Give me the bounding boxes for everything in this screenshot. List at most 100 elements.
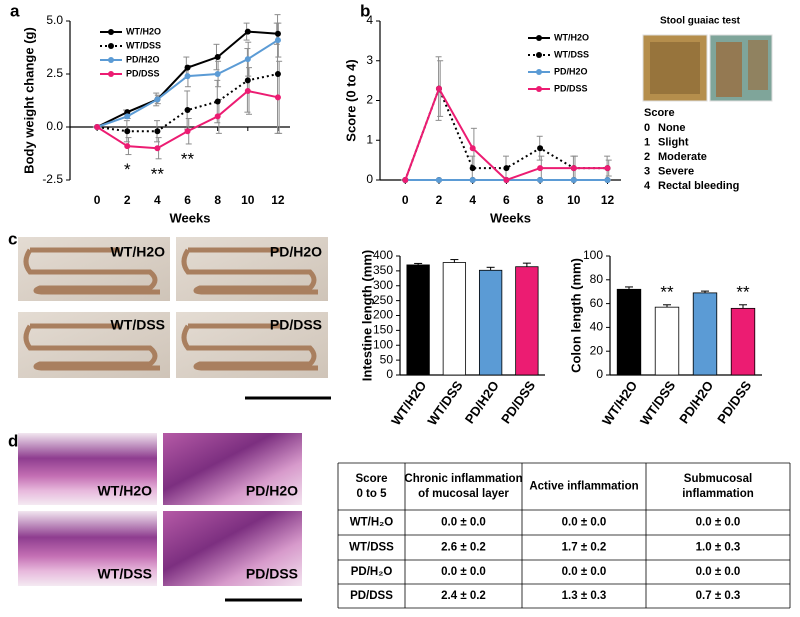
- table-cell: 1.0 ± 0.3: [696, 542, 741, 554]
- x-tick-label: 12: [601, 193, 615, 207]
- table-header: Submucosal: [684, 473, 752, 485]
- panel-label: b: [360, 1, 370, 20]
- y-tick-label: 350: [373, 263, 393, 277]
- x-tick-label: 8: [537, 193, 544, 207]
- x-tick-label: PD/H2O: [462, 378, 502, 426]
- data-point: [274, 37, 281, 44]
- table-header: Score: [356, 473, 388, 485]
- table-cell: 0.0 ± 0.0: [696, 517, 741, 529]
- data-point: [124, 128, 131, 135]
- table-cell: WT/H₂O: [350, 517, 393, 529]
- y-tick-label: 2: [366, 93, 373, 107]
- intestine: [181, 323, 318, 371]
- data-point: [124, 109, 131, 116]
- data-point: [537, 177, 544, 183]
- guaiac-stain: [650, 42, 700, 94]
- significance-mark: **: [660, 282, 674, 301]
- guaiac-score-label: Rectal bleeding: [658, 180, 739, 192]
- data-point: [214, 98, 221, 105]
- y-tick-label: 0: [366, 172, 373, 186]
- legend-label: WT/DSS: [554, 49, 589, 59]
- y-tick-label: 60: [590, 296, 604, 310]
- data-point: [244, 77, 251, 84]
- bar: [654, 306, 680, 376]
- x-tick-label: WT/H2O: [388, 378, 429, 428]
- data-point: [435, 177, 442, 183]
- y-tick-label: 4: [366, 13, 373, 27]
- legend-marker: [536, 86, 542, 92]
- table-header: of mucosal layer: [418, 488, 509, 500]
- y-tick-label: 100: [583, 248, 603, 262]
- data-point: [503, 165, 510, 172]
- x-tick-label: 2: [436, 193, 443, 207]
- x-tick-label: 0: [402, 193, 409, 207]
- significance-mark: **: [736, 282, 750, 301]
- x-tick-label: WT/DSS: [424, 378, 465, 428]
- data-point: [469, 145, 476, 152]
- legend-marker: [108, 57, 114, 63]
- data-point: [570, 177, 577, 183]
- y-tick-label: 2.5: [46, 66, 63, 80]
- x-tick-label: PD/DSS: [714, 378, 754, 427]
- data-point: [94, 124, 101, 130]
- y-tick-label: 0: [386, 367, 393, 381]
- bar: [616, 288, 642, 376]
- data-point: [154, 128, 161, 135]
- histology-photos: [18, 433, 302, 602]
- data-point: [184, 73, 191, 80]
- table-header: Chronic inflammation: [404, 473, 522, 485]
- photo: [163, 433, 302, 505]
- bar: [406, 264, 430, 376]
- data-point: [214, 113, 221, 120]
- bar: [478, 269, 503, 376]
- x-tick-label: PD/DSS: [498, 378, 538, 427]
- data-point: [402, 177, 409, 183]
- y-tick-label: 400: [373, 248, 393, 262]
- table-header: inflammation: [682, 488, 754, 500]
- x-tick-label: 4: [154, 193, 161, 207]
- photo: [18, 511, 157, 586]
- x-tick-label: 12: [271, 193, 285, 207]
- data-point: [244, 87, 251, 94]
- data-point: [124, 113, 131, 120]
- y-tick-label: 250: [373, 293, 393, 307]
- bar: [515, 266, 539, 376]
- legend-marker: [108, 29, 114, 35]
- y-tick-label: 20: [590, 343, 604, 357]
- panel-label: a: [10, 1, 20, 20]
- photo: [163, 511, 302, 586]
- intestine: [23, 323, 160, 371]
- score-table: Score 0 to 5 Chronic inflammation of mucosa…: [337, 462, 791, 609]
- data-point: [537, 145, 544, 152]
- photo-label: PD/H2O: [270, 244, 322, 260]
- y-tick-label: 1: [366, 132, 373, 146]
- y-tick-label: 50: [380, 352, 394, 366]
- x-tick-label: WT/DSS: [637, 378, 678, 428]
- y-tick-label: 3: [366, 53, 373, 67]
- photo-label: PD/DSS: [270, 317, 322, 333]
- table-header: Active inflammation: [529, 481, 638, 493]
- significance-mark: **: [151, 164, 165, 183]
- data-point: [154, 145, 161, 152]
- y-tick-label: 80: [590, 272, 604, 286]
- table-header: 0 to 5: [356, 488, 387, 500]
- x-tick-label: 4: [469, 193, 476, 207]
- x-tick-label: 10: [241, 193, 255, 207]
- table-cell: WT/DSS: [349, 542, 394, 554]
- panel-label: d: [8, 431, 18, 450]
- table-cell: 2.4 ± 0.2: [441, 590, 486, 602]
- guaiac-score-title: Score: [644, 107, 675, 119]
- significance-mark: **: [181, 149, 195, 168]
- data-point: [184, 128, 191, 135]
- data-point: [435, 85, 442, 92]
- data-point: [184, 64, 191, 71]
- significance-mark: *: [124, 160, 131, 179]
- guaiac-score: 4: [644, 180, 651, 192]
- y-tick-label: 150: [373, 323, 393, 337]
- y-axis-title: Colon length (mm): [568, 258, 583, 373]
- data-point: [604, 165, 611, 172]
- intestine: [181, 247, 318, 295]
- y-tick-label: 40: [590, 320, 604, 334]
